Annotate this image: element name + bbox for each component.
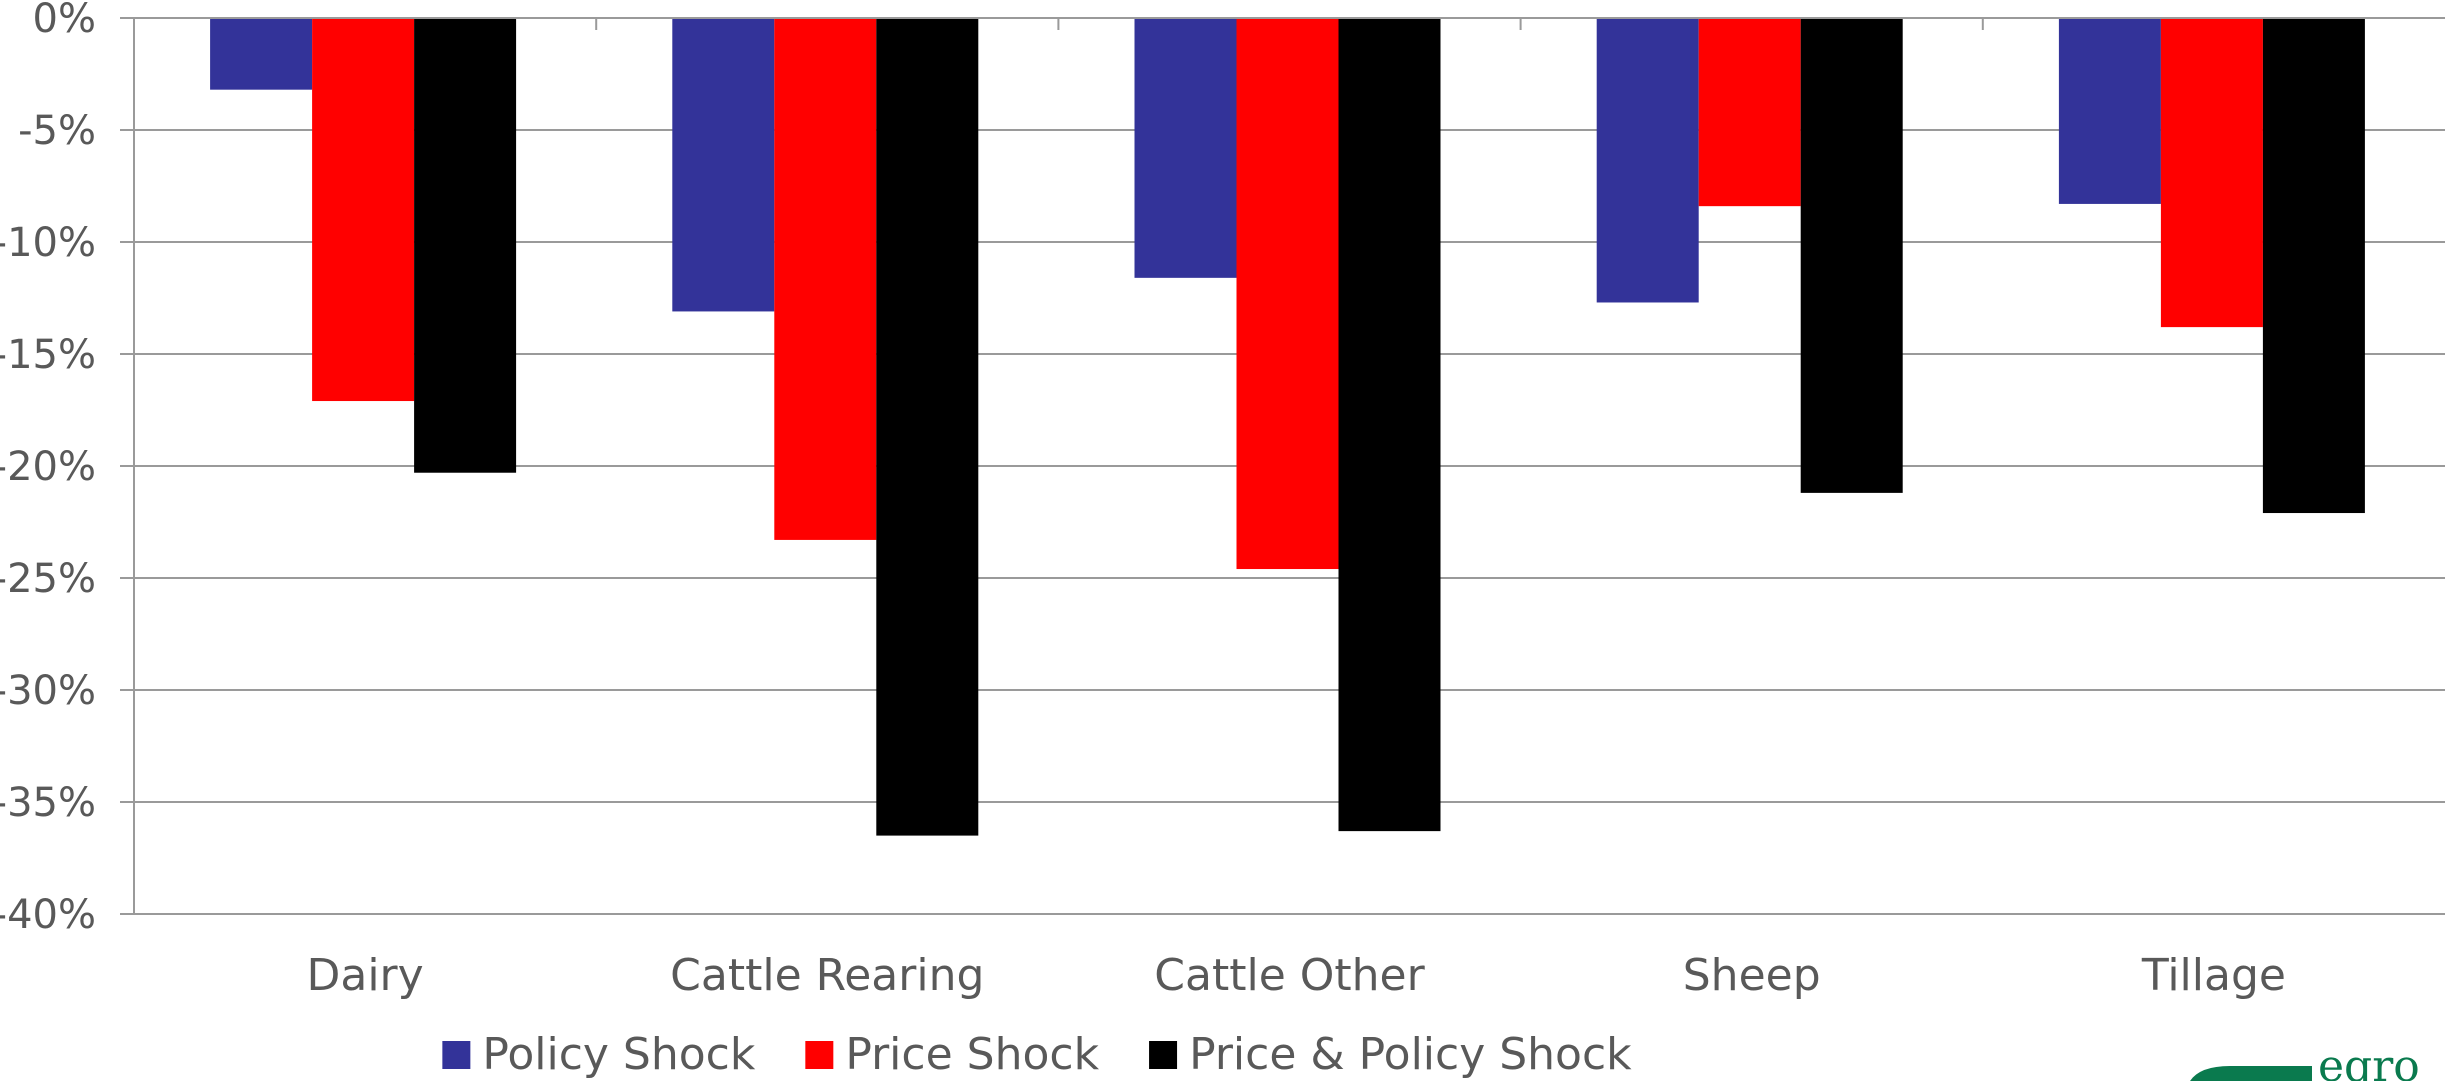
legend-item: Price Shock (805, 1029, 1100, 1080)
bar (1134, 18, 1237, 278)
bar (1596, 18, 1699, 303)
legend-swatch (1149, 1041, 1178, 1069)
y-tick-label: -10% (0, 220, 96, 266)
x-axis-category-labels: Dairy Cattle Rearing Cattle Other Sheep Till… (306, 950, 2285, 1001)
legend-swatch (805, 1041, 834, 1069)
legend-item: Policy Shock (442, 1029, 756, 1080)
legend-label: Price & Policy Shock (1189, 1029, 1632, 1080)
bar (774, 18, 877, 540)
y-tick-label: -40% (0, 892, 96, 938)
y-tick-label: -35% (0, 780, 96, 826)
bar (2160, 18, 2263, 328)
legend-label: Price Shock (845, 1029, 1099, 1080)
legend-swatch (442, 1041, 471, 1069)
logo-text: egro (2318, 1041, 2420, 1081)
bar (210, 18, 313, 90)
category-label: Dairy (306, 950, 423, 1001)
category-label: Cattle Rearing (670, 950, 984, 1001)
category-label: Tillage (2141, 950, 2286, 1001)
bar (312, 18, 415, 402)
y-tick-label: -15% (0, 332, 96, 378)
category-label: Sheep (1683, 950, 1821, 1001)
axes (120, 17, 2445, 915)
bar (1338, 18, 1441, 832)
bars (210, 18, 2365, 836)
y-tick-label: -25% (0, 556, 96, 602)
y-tick-label: -30% (0, 668, 96, 714)
logo: egro (2190, 1041, 2420, 1081)
bar (414, 18, 517, 473)
y-tick-label: 0% (33, 0, 96, 42)
y-axis-tick-labels: 0% -5% -10% -15% -20% -25% -30% -35% -40% (0, 0, 96, 938)
bar (2262, 18, 2365, 514)
bar (1236, 18, 1339, 570)
logo-swoosh (2190, 1066, 2312, 1081)
legend-label: Policy Shock (482, 1029, 755, 1080)
bar (2058, 18, 2161, 204)
y-tick-label: -20% (0, 444, 96, 490)
legend: Policy Shock Price Shock Price & Policy Sh… (442, 1029, 1632, 1080)
bar (1800, 18, 1903, 493)
y-tick-label: -5% (18, 108, 96, 154)
bar (672, 18, 775, 312)
bar (876, 18, 979, 836)
category-label: Cattle Other (1154, 950, 1425, 1001)
legend-item: Price & Policy Shock (1149, 1029, 1632, 1080)
bar (1698, 18, 1801, 207)
